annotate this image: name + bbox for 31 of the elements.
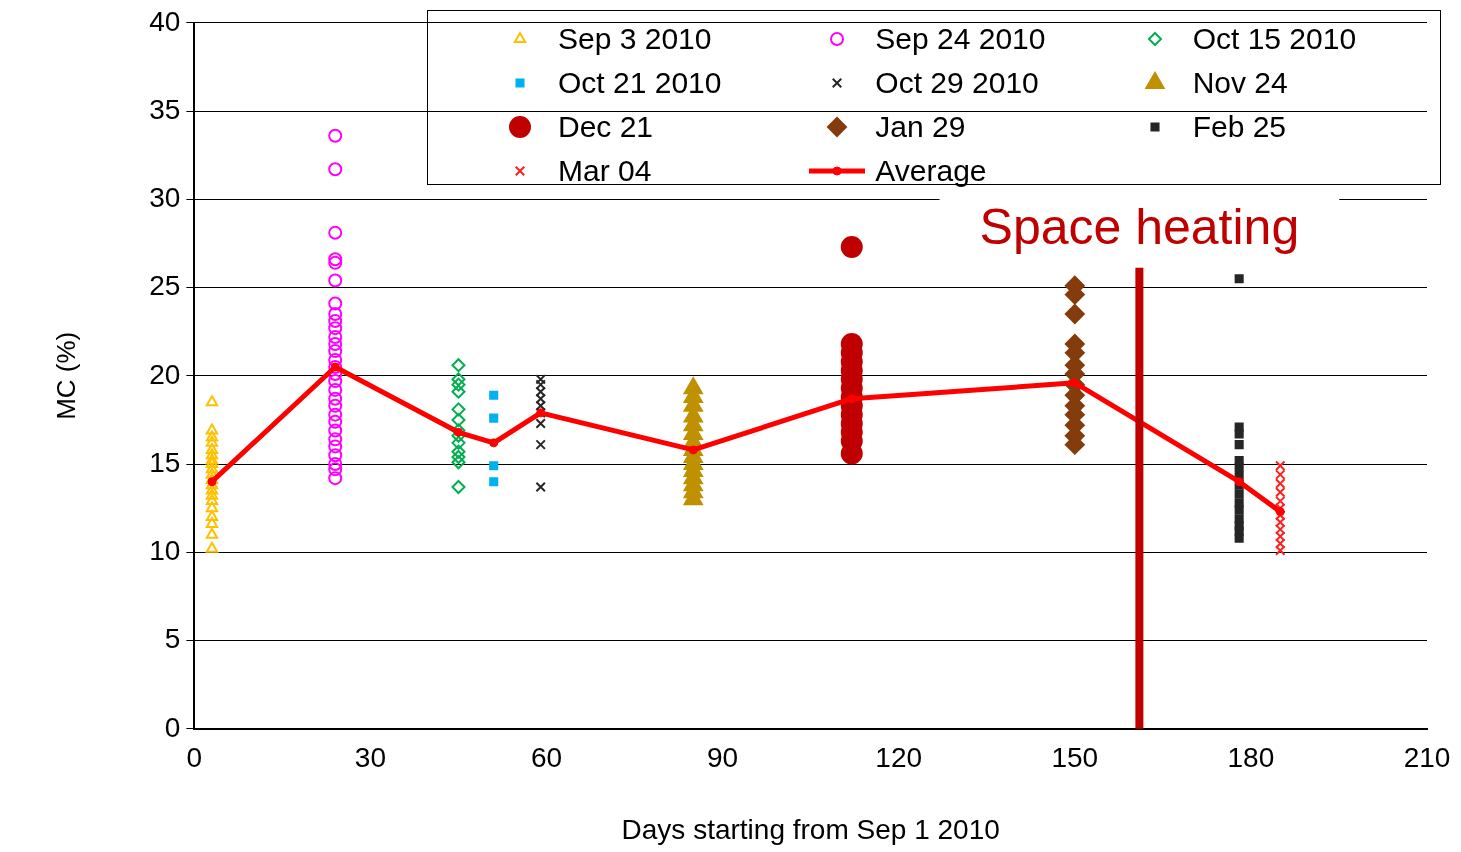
legend-label: Average (875, 153, 987, 188)
y-tick-label: 15 (149, 446, 181, 478)
y-tick-label: 40 (149, 5, 181, 37)
y-tick-label: 20 (149, 358, 181, 390)
legend-label: Oct 15 2010 (1192, 21, 1357, 56)
legend-label: Jan 29 (875, 109, 966, 144)
y-tick-label: 35 (149, 93, 181, 125)
y-tick-label: 25 (149, 270, 181, 302)
y-tick-label: 10 (149, 535, 181, 567)
legend-label: Oct 29 2010 (875, 65, 1039, 100)
x-tick-label: 30 (354, 742, 387, 774)
ref-line-label: Space heating (979, 198, 1300, 255)
x-tick-label: 210 (1403, 742, 1451, 774)
legend-label: Nov 24 (1192, 65, 1288, 100)
y-axis-title: MC (%) (50, 331, 81, 420)
legend-label: Oct 21 2010 (558, 65, 722, 100)
legend-label: Dec 21 (558, 109, 654, 144)
legend-label: Feb 25 (1192, 109, 1287, 144)
legend-label: Sep 24 2010 (875, 21, 1046, 56)
legend-label: Mar 04 (558, 153, 652, 188)
x-tick-label: 0 (186, 742, 203, 774)
x-tick-label: 180 (1227, 742, 1275, 774)
x-tick-label: 90 (707, 742, 739, 774)
x-tick-label: 60 (530, 742, 563, 774)
legend-label: Sep 3 2010 (558, 21, 712, 56)
y-tick-label: 5 (164, 623, 181, 655)
x-tick-label: 120 (875, 742, 923, 774)
y-tick-label: 30 (149, 182, 181, 214)
x-axis-title: Days starting from Sep 1 2010 (621, 813, 1000, 845)
y-tick-label: 0 (164, 711, 181, 743)
x-tick-label: 150 (1051, 742, 1099, 774)
